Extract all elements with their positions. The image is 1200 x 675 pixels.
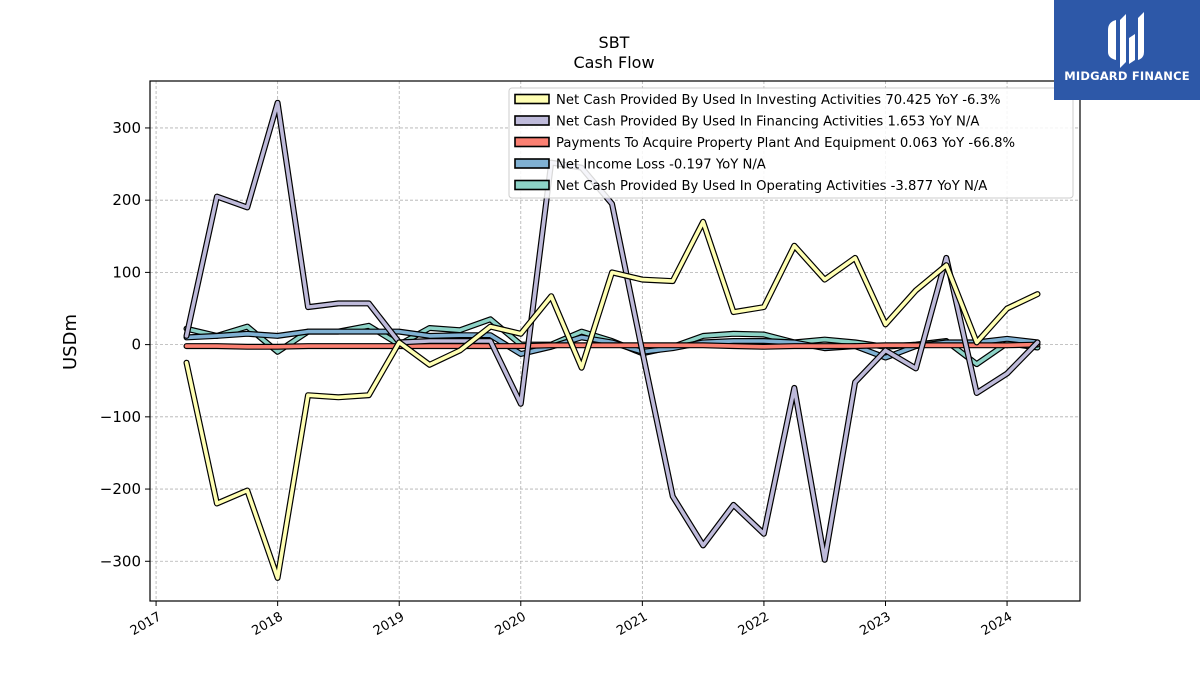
legend-swatch [514,158,550,169]
midgard-logo-icon [1108,12,1144,68]
legend-swatch [514,179,550,191]
legend-label: Net Income Loss -0.197 YoY N/A [556,158,766,173]
series-line [183,341,1041,350]
legend-swatch [514,136,550,148]
y-tick-label: 100 [112,263,141,281]
y-tick-label: 300 [112,119,141,137]
brand-name: MIDGARD FINANCE [1064,69,1190,83]
legend-swatch [514,93,550,105]
series-line [183,99,1041,563]
brand-logo: MIDGARD FINANCE [1054,0,1200,100]
y-tick-label: −100 [100,408,141,426]
x-tick-label: 2023 [857,609,893,639]
x-tick-label: 2017 [128,609,164,639]
x-tick-label: 2024 [979,609,1015,639]
x-tick-label: 2022 [736,609,772,639]
x-tick-label: 2021 [614,609,650,639]
legend-label: Net Cash Provided By Used In Financing A… [556,115,979,130]
x-tick-label: 2019 [371,609,407,639]
series-stroke [184,220,1040,580]
y-axis-label: USDm [60,314,81,370]
legend-swatch [514,115,550,126]
legend-label: Net Cash Provided By Used In Operating A… [556,179,987,194]
plot-frame [149,80,1081,602]
legend-entry: Net Cash Provided By Used In Operating A… [514,179,987,194]
series-line [183,218,1041,581]
chart-subtitle: Cash Flow [573,53,654,72]
series-lines [183,99,1041,581]
legend-entry: Net Cash Provided By Used In Financing A… [514,115,979,130]
y-tick-label: 0 [131,336,141,354]
legend-entry: Net Cash Provided By Used In Investing A… [514,93,1001,108]
x-tick-label: 2018 [249,609,285,639]
y-tick-label: −200 [100,480,141,498]
legend-label: Net Cash Provided By Used In Investing A… [556,93,1001,108]
y-tick-label: −300 [100,552,141,570]
legend-entry: Net Income Loss -0.197 YoY N/A [514,158,766,173]
y-tick-label: 200 [112,191,141,209]
legend-entry: Payments To Acquire Property Plant And E… [514,136,1015,151]
series-stroke [184,342,1040,349]
series-stroke [184,100,1040,562]
chart-title: SBT [599,33,630,52]
legend: Net Cash Provided By Used In Investing A… [508,87,1074,199]
x-tick-label: 2020 [493,609,529,639]
legend-label: Payments To Acquire Property Plant And E… [556,136,1015,151]
legend-box [508,87,1074,199]
